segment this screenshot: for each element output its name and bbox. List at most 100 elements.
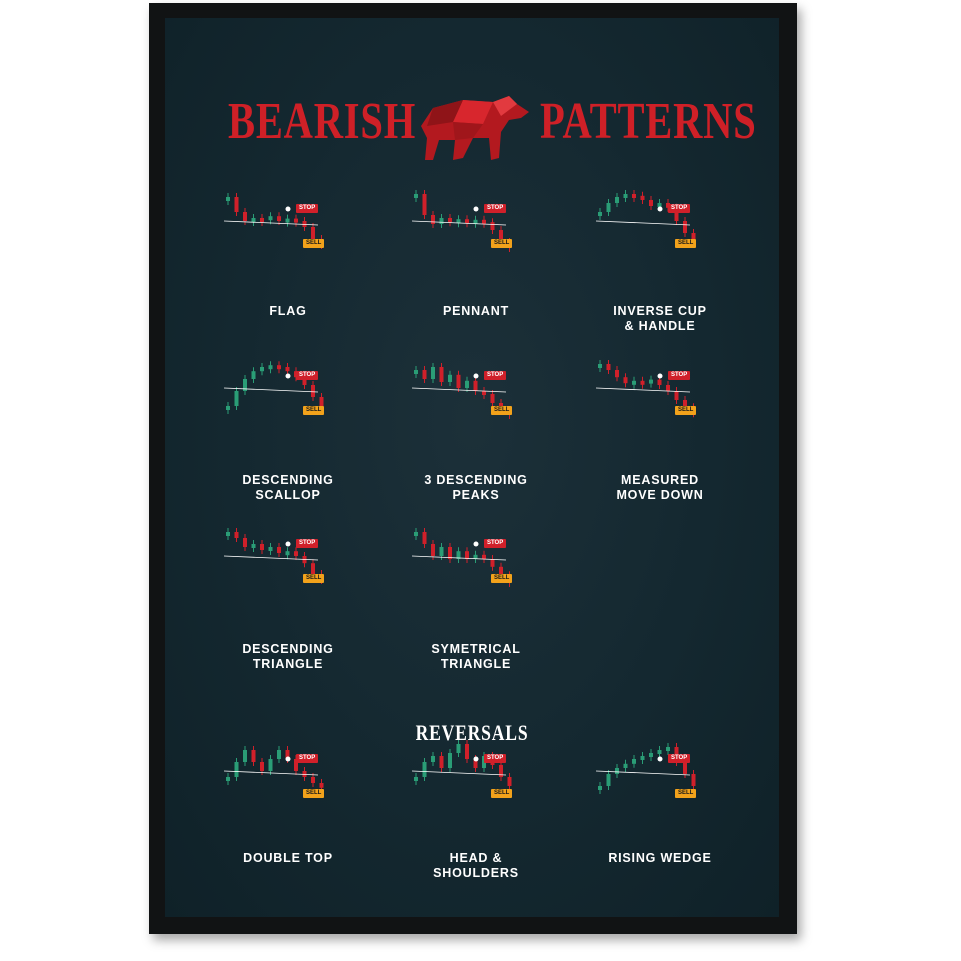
stop-marker <box>285 541 291 547</box>
stop-marker <box>285 373 291 379</box>
candle <box>473 380 478 391</box>
candle <box>285 551 290 556</box>
candle <box>666 747 670 751</box>
candle <box>285 750 290 759</box>
candle <box>674 391 679 400</box>
candle <box>414 370 418 374</box>
stop-tag: STOP <box>668 754 691 763</box>
stop-tag: STOP <box>296 371 319 380</box>
pattern-chart <box>411 740 512 790</box>
candle <box>606 364 611 370</box>
candle <box>623 763 628 768</box>
candle <box>234 762 239 777</box>
candle <box>302 221 307 227</box>
trend-line <box>223 220 319 226</box>
pattern-chart <box>223 193 324 249</box>
candle <box>490 222 495 230</box>
sell-tag: SELL <box>491 574 513 583</box>
candle <box>285 367 290 372</box>
candle <box>606 774 611 786</box>
stop-marker <box>657 373 663 379</box>
candle <box>294 218 298 223</box>
candle <box>482 219 486 224</box>
candle <box>277 547 281 553</box>
candle <box>507 777 512 786</box>
candle <box>268 365 273 370</box>
candle <box>268 216 273 221</box>
pattern-label: 3 DESCENDING PEAKS <box>424 473 528 502</box>
candle <box>251 371 256 379</box>
trend-line <box>223 770 319 776</box>
stop-marker <box>657 206 663 212</box>
candle <box>422 370 427 379</box>
sell-tag: SELL <box>303 406 325 415</box>
candle <box>598 364 602 368</box>
pattern-chart <box>223 361 324 414</box>
candle <box>226 406 230 410</box>
candle <box>422 532 427 544</box>
pattern-label: SYMETRICAL TRIANGLE <box>431 642 521 671</box>
sell-tag: SELL <box>491 789 513 798</box>
stop-tag: STOP <box>296 204 319 213</box>
title-patterns: PATTERNS <box>540 93 757 150</box>
stop-tag: STOP <box>668 204 691 213</box>
candle <box>226 777 230 781</box>
candle <box>260 367 264 372</box>
candle <box>499 230 503 242</box>
candle <box>649 379 653 384</box>
candle <box>422 194 427 215</box>
candle <box>439 547 444 556</box>
trend-line <box>595 220 691 226</box>
candle <box>251 750 256 762</box>
candle <box>456 374 461 388</box>
candle <box>606 203 611 212</box>
sell-tag: SELL <box>675 406 697 415</box>
candle <box>414 532 418 536</box>
trend-line <box>411 220 507 226</box>
sell-tag: SELL <box>491 239 513 248</box>
stop-marker <box>657 756 663 762</box>
candle <box>311 563 315 574</box>
candle <box>431 756 435 762</box>
pattern-chart <box>411 190 512 252</box>
candle <box>482 554 486 559</box>
candle <box>598 212 602 216</box>
candle <box>243 538 247 547</box>
stop-marker <box>473 756 479 762</box>
stop-marker <box>285 206 291 212</box>
candle <box>649 200 653 206</box>
pattern-label: RISING WEDGE <box>608 851 712 865</box>
candle <box>260 544 264 550</box>
candle <box>615 370 619 378</box>
sell-tag: SELL <box>675 239 697 248</box>
candle <box>615 768 619 774</box>
stop-marker <box>473 541 479 547</box>
stop-tag: STOP <box>484 754 507 763</box>
candle <box>285 218 290 223</box>
pattern-chart <box>223 528 324 584</box>
pattern-label: DESCENDING SCALLOP <box>242 473 334 502</box>
candle <box>482 391 486 395</box>
candle <box>260 762 264 771</box>
candle <box>465 380 469 388</box>
candle <box>623 377 628 384</box>
candle <box>615 197 619 203</box>
title-bearish: BEARISH <box>228 93 417 150</box>
candle <box>683 221 687 233</box>
stop-marker <box>285 756 291 762</box>
candle <box>251 544 256 548</box>
stop-marker <box>473 373 479 379</box>
candle <box>294 551 298 556</box>
candle <box>465 219 469 224</box>
candle <box>456 219 461 224</box>
candle <box>439 756 444 768</box>
pattern-label: HEAD & SHOULDERS <box>433 851 519 880</box>
candle <box>683 400 687 408</box>
stop-tag: STOP <box>484 539 507 548</box>
candle <box>473 219 478 224</box>
candle <box>268 547 273 551</box>
candle <box>268 759 273 771</box>
sell-tag: SELL <box>303 574 325 583</box>
stop-tag: STOP <box>296 754 319 763</box>
candle <box>431 544 435 556</box>
